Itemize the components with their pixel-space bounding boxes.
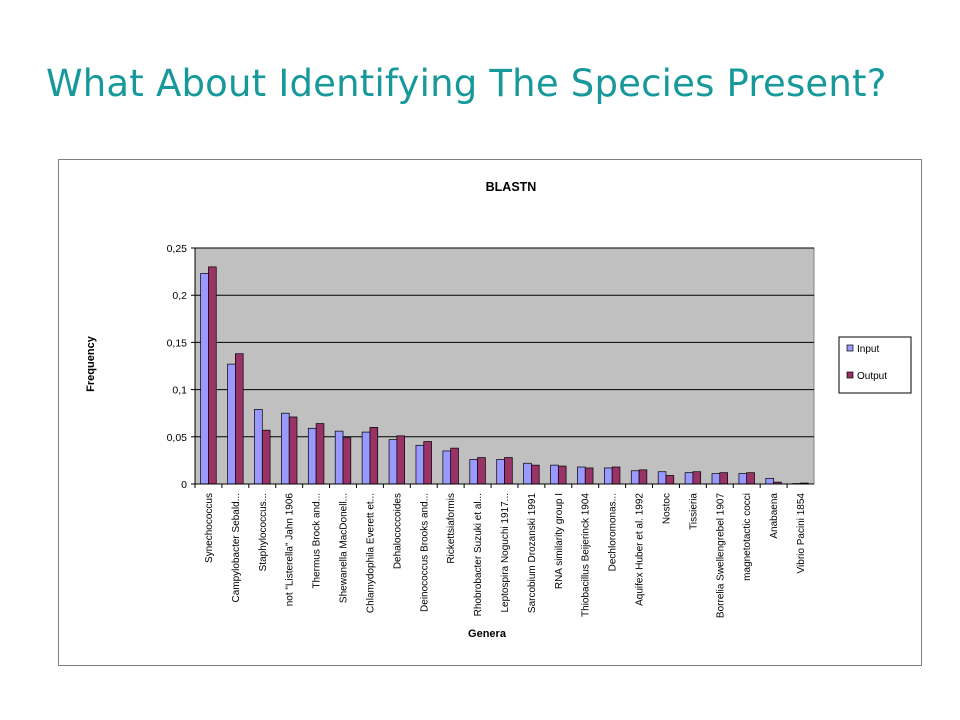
- y-tick-label: 0,1: [172, 385, 187, 397]
- bar-input: [281, 412, 290, 485]
- x-category-label: Leptospira Noguchi 1917...: [500, 493, 511, 613]
- bar-output: [584, 467, 594, 485]
- bar-input: [630, 470, 640, 485]
- x-category-label: Chlamydophila Everett et...: [365, 493, 376, 613]
- legend-label-output: Output: [857, 371, 887, 382]
- x-category-label: Sarcobium Drozanski 1991: [527, 493, 538, 613]
- bar-output: [638, 469, 648, 485]
- bar-output: [396, 435, 406, 485]
- x-axis-title: Genera: [468, 628, 507, 640]
- bar-output: [746, 472, 755, 485]
- bar-input: [200, 273, 209, 485]
- y-tick-label: 0,25: [167, 243, 188, 255]
- x-category-label: Anabaena: [769, 493, 780, 539]
- bar-output: [531, 464, 540, 485]
- bar-input: [603, 467, 613, 485]
- chart-frame: BLASTN 0 0,05 0,1 0,15 0,2 0,25 Synechococcus…: [58, 159, 922, 666]
- bar-input: [657, 471, 667, 485]
- bar-output: [342, 437, 352, 485]
- bar-input: [765, 477, 774, 485]
- bar-output: [504, 457, 513, 485]
- bar-output: [611, 466, 621, 485]
- x-category-label: Dechloromonas...: [608, 493, 619, 571]
- bar-input: [523, 462, 532, 485]
- bar-input: [684, 472, 694, 485]
- legend-label-input: Input: [857, 344, 879, 355]
- bar-input: [469, 459, 478, 485]
- x-category-label: RNA similarity group I: [554, 493, 565, 589]
- bar-input: [711, 473, 721, 485]
- bar-output: [261, 429, 271, 485]
- bar-output: [450, 447, 459, 485]
- bar-input: [577, 466, 586, 485]
- x-category-label: Staphylococcus...: [258, 493, 269, 571]
- blastn-bar-chart: BLASTN 0 0,05 0,1 0,15 0,2 0,25 Synechococcus…: [85, 180, 912, 640]
- y-tick-label: 0,05: [167, 432, 188, 444]
- x-category-label: Thiobacillus Beijerinck 1904: [581, 493, 592, 617]
- y-axis-ticks: 0 0,05 0,1 0,15 0,2 0,25: [167, 243, 196, 491]
- x-category-label: Campylobacter Sebald...: [231, 493, 242, 603]
- x-category-label: Synechococcus: [204, 493, 215, 563]
- bar-input: [738, 473, 748, 485]
- x-category-label: Nostoc: [661, 493, 672, 524]
- x-category-label: not "Listerella" Jahn 1906: [285, 493, 296, 607]
- bar-input: [550, 464, 559, 485]
- bar-output: [423, 441, 432, 485]
- x-category-label: Tissieria: [688, 493, 699, 530]
- bar-output: [208, 266, 217, 485]
- y-tick-label: 0,15: [167, 337, 188, 349]
- bar-input: [361, 431, 371, 485]
- bar-output: [665, 475, 675, 485]
- x-category-label: Thermus Brock and...: [312, 493, 323, 589]
- bar-input: [227, 363, 236, 485]
- x-category-label: Vibrio Pacini 1854: [796, 493, 807, 574]
- x-category-label: Rickettsiaformis: [446, 493, 457, 564]
- bar-input: [307, 427, 317, 485]
- bar-input: [334, 430, 344, 485]
- slide-title: What About Identifying The Species Prese…: [46, 62, 887, 105]
- plot-area: [194, 247, 815, 485]
- bar-output: [477, 457, 486, 485]
- x-category-label: Deinococcus Brooks and...: [419, 493, 430, 612]
- y-tick-label: 0: [181, 479, 187, 491]
- bar-input: [496, 459, 505, 485]
- chart-title: BLASTN: [486, 180, 537, 194]
- x-axis-category-labels: Synechococcus Campylobacter Sebald... Stap…: [194, 483, 814, 619]
- bar-input: [442, 450, 452, 485]
- bar-output: [315, 423, 325, 485]
- x-category-label: Borrelia Swellengrebel 1907: [715, 493, 726, 619]
- legend-swatch-output: [846, 371, 854, 379]
- bar-output: [288, 416, 298, 485]
- bar-output: [692, 471, 702, 485]
- legend-swatch-input: [846, 344, 854, 352]
- x-category-label: Rhobrobacter Suzuki et al...: [473, 493, 484, 616]
- bar-input: [388, 439, 398, 485]
- bar-output: [719, 472, 728, 485]
- bar-output: [557, 465, 567, 485]
- bars: [200, 266, 809, 485]
- x-category-label: Dehalococcoides: [392, 493, 403, 569]
- bar-input: [254, 409, 263, 485]
- y-tick-label: 0,2: [172, 290, 187, 302]
- legend: Input Output: [838, 336, 912, 394]
- x-category-label: Shewanella MacDonell...: [339, 493, 350, 603]
- y-axis-title: Frequency: [85, 335, 97, 392]
- x-category-label: magnetotactic cocci: [742, 493, 753, 581]
- bar-output: [369, 427, 379, 485]
- bar-output: [235, 353, 244, 485]
- x-category-label: Aquifex Huber et al. 1992: [635, 493, 646, 606]
- bar-input: [415, 444, 425, 485]
